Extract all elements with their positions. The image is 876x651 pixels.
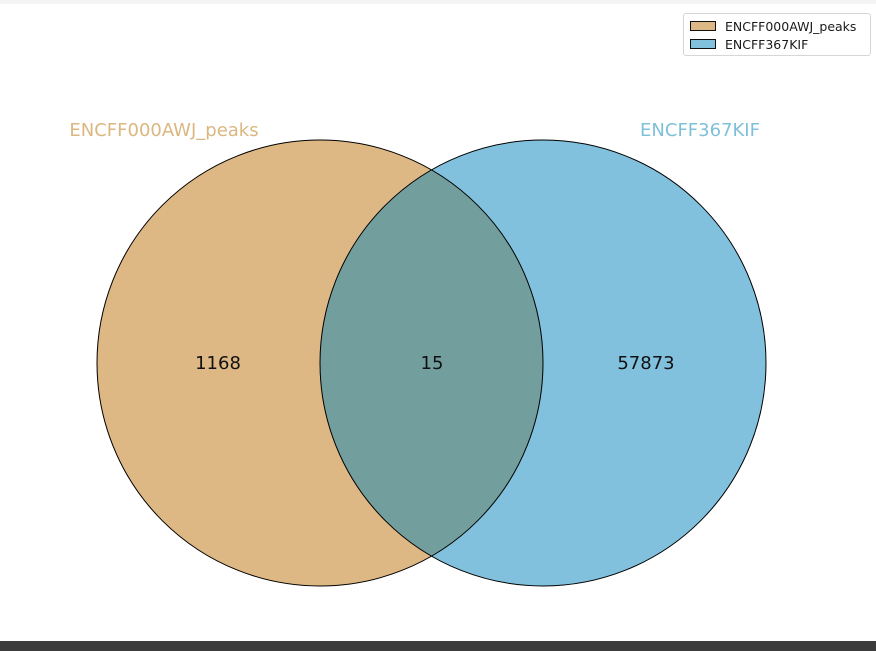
legend-label-set-b: ENCFF367KIF [725, 36, 809, 52]
legend-entry-set-a: ENCFF000AWJ_peaks [690, 17, 870, 35]
set-a-outline [96, 139, 544, 587]
set-b-outline [319, 139, 767, 587]
legend-label-set-a: ENCFF000AWJ_peaks [725, 18, 857, 34]
intersection-region [320, 140, 543, 586]
set-a-label: ENCFF000AWJ_peaks [69, 120, 258, 141]
only-a-count: 1168 [195, 353, 241, 374]
legend-swatch-set-a [690, 21, 716, 31]
top-strip [0, 0, 876, 4]
bottom-bar [0, 641, 876, 651]
legend: ENCFF000AWJ_peaks ENCFF367KIF [683, 13, 871, 56]
legend-swatch-set-b [690, 39, 716, 49]
only-b-count: 57873 [617, 353, 674, 374]
intersection-count: 15 [421, 353, 444, 374]
set-b-label: ENCFF367KIF [640, 120, 760, 141]
legend-entry-set-b: ENCFF367KIF [690, 35, 870, 53]
